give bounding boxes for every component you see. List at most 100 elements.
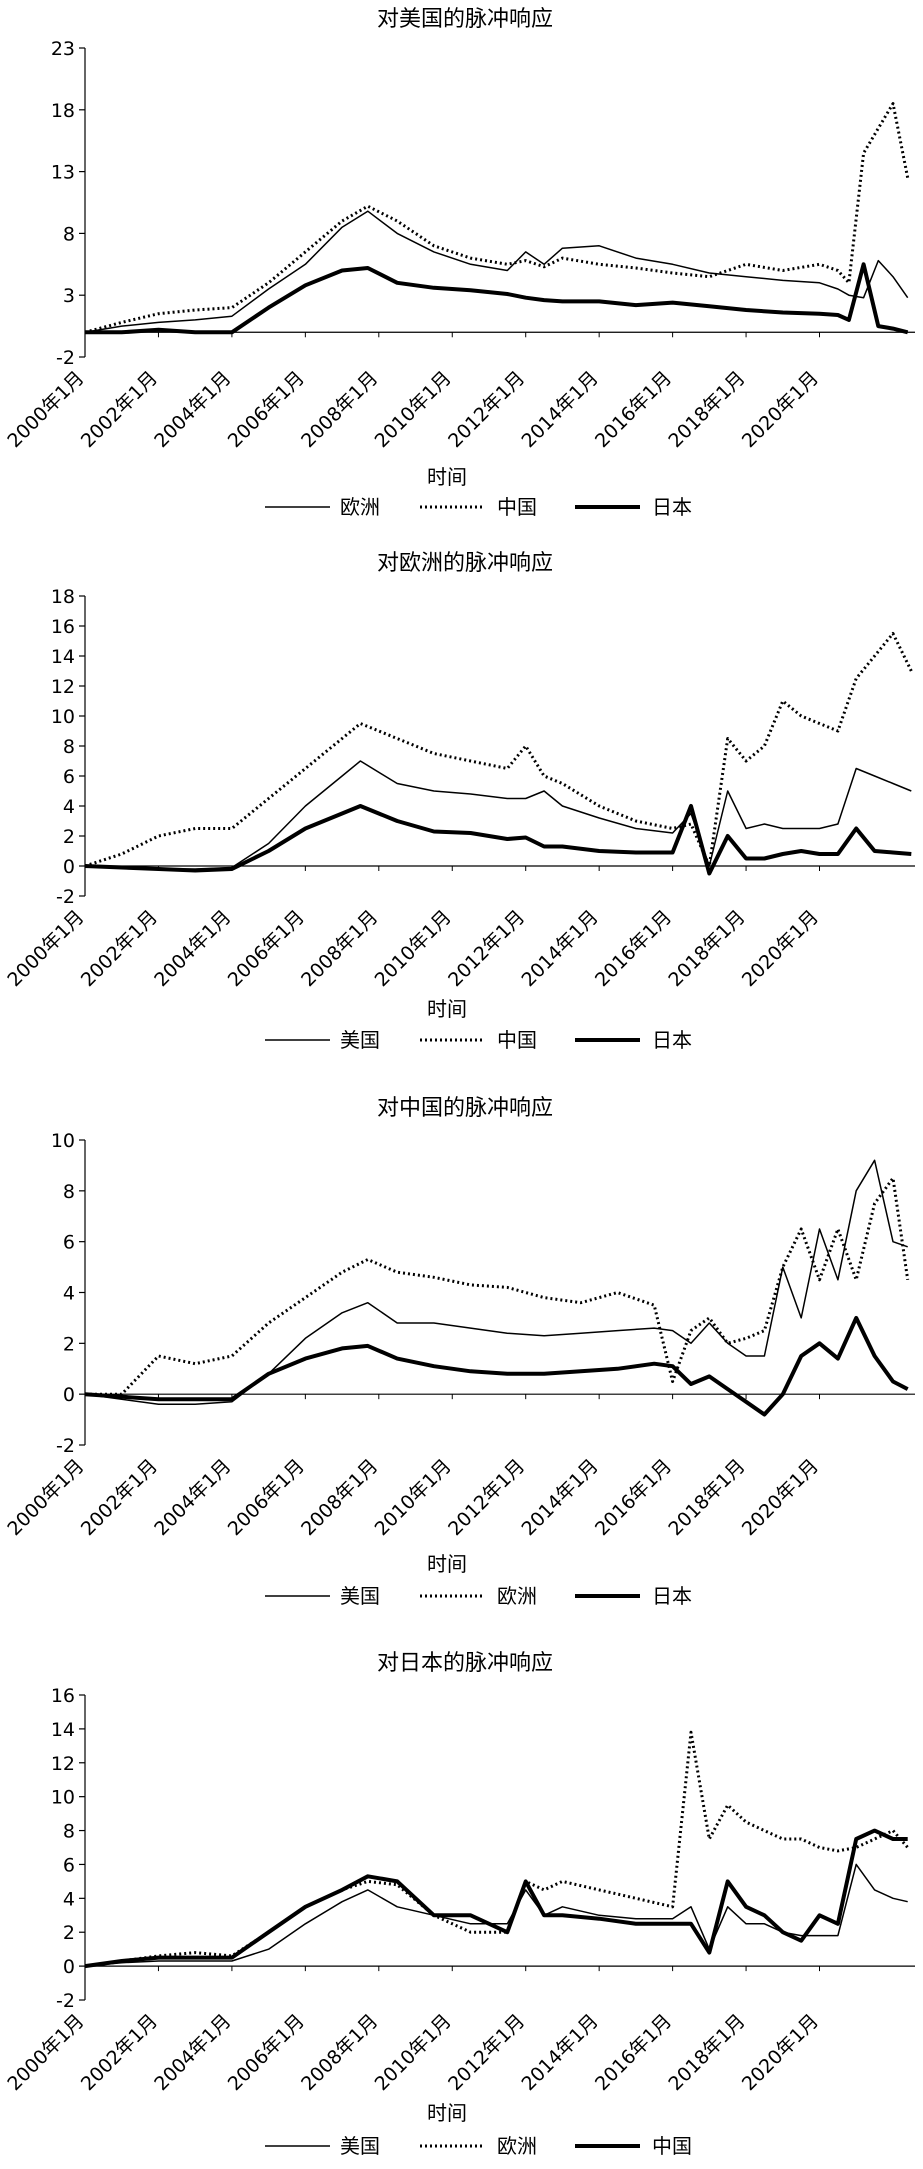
panel-japan: 对日本的脉冲响应 -202468101214162000年1月2002年1月20… <box>3 1651 915 2158</box>
legend: 美国 欧洲 中国 <box>265 2134 692 2158</box>
chart-title: 对日本的脉冲响应 <box>377 1651 553 1676</box>
x-tick-label: 2006年1月 <box>224 367 309 452</box>
x-tick-label: 2000年1月 <box>3 906 88 991</box>
panel-us: 对美国的脉冲响应 -2 3 8 13 18 23 2000年1月2002年1月2004年1月… <box>3 7 915 519</box>
x-tick-label: 2020年1月 <box>738 1455 823 1540</box>
y-tick-label: 16 <box>51 1685 75 1707</box>
x-tick-label: 2012年1月 <box>444 906 529 991</box>
series-line-thick <box>84 804 912 876</box>
y-tick-label: 4 <box>63 796 75 818</box>
x-tick-label: 2006年1月 <box>224 1455 309 1540</box>
legend-label: 中国 <box>497 1028 537 1052</box>
x-tick-label: 2018年1月 <box>664 2010 749 2095</box>
x-axis-label: 时间 <box>427 1552 467 1576</box>
chart-title: 对中国的脉冲响应 <box>377 1096 553 1121</box>
x-tick-label: 2004年1月 <box>150 2010 235 2095</box>
x-tick-label: 2006年1月 <box>224 906 309 991</box>
chart-title: 对欧洲的脉冲响应 <box>377 551 553 576</box>
x-tick-label: 2014年1月 <box>518 1455 603 1540</box>
y-tick-label: 6 <box>63 1854 75 1876</box>
x-tick-label: 2004年1月 <box>150 367 235 452</box>
y-tick-label: 18 <box>51 586 75 608</box>
x-tick-label: 2000年1月 <box>3 2010 88 2095</box>
chart-title: 对美国的脉冲响应 <box>377 7 553 32</box>
y-tick-label: -2 <box>56 1990 75 2012</box>
series-line-thick <box>84 1828 908 1969</box>
x-tick-label: 2020年1月 <box>738 2010 823 2095</box>
legend-label: 中国 <box>497 495 537 519</box>
series-line-thin <box>84 1863 908 1967</box>
x-tick-label: 2010年1月 <box>371 1455 456 1540</box>
y-tick-label: 6 <box>63 1232 75 1254</box>
y-tick-label: 14 <box>51 1719 75 1741</box>
y-tick-label: 10 <box>51 1130 75 1152</box>
y-tick-label: -2 <box>56 1435 75 1457</box>
x-tick-label: 2000年1月 <box>3 1455 88 1540</box>
x-tick-label: 2020年1月 <box>738 906 823 991</box>
y-tick-label: 0 <box>63 1384 75 1406</box>
x-tick-label: 2016年1月 <box>591 1455 676 1540</box>
plot-area: -20246810121416182000年1月2002年1月2004年1月20… <box>3 586 915 991</box>
y-tick-label: 4 <box>63 1283 75 1305</box>
legend: 美国 欧洲 日本 <box>265 1584 692 1608</box>
x-tick-label: 2008年1月 <box>297 906 382 991</box>
x-axis-label: 时间 <box>427 2101 467 2125</box>
y-tick-label: 10 <box>51 706 75 728</box>
legend: 美国 中国 日本 <box>265 1028 692 1052</box>
x-tick-label: 2004年1月 <box>150 1455 235 1540</box>
x-axis-label: 时间 <box>427 465 467 489</box>
x-tick-label: 2010年1月 <box>371 906 456 991</box>
series-line-thin <box>84 760 912 870</box>
y-tick-label: 13 <box>51 162 75 184</box>
x-axis-label: 时间 <box>427 997 467 1021</box>
x-tick-label: 2020年1月 <box>738 367 823 452</box>
x-tick-label: 2006年1月 <box>224 2010 309 2095</box>
x-tick-label: 2016年1月 <box>591 906 676 991</box>
y-tick-label: 23 <box>51 38 75 60</box>
y-tick-label: 18 <box>51 100 75 122</box>
x-tick-label: 2002年1月 <box>77 367 162 452</box>
panel-europe: 对欧洲的脉冲响应 -2 0 2 4 6 8 10 12 14 16 18 2000年1月2002年1月… <box>3 551 915 1052</box>
y-tick-label: 12 <box>51 676 75 698</box>
series-line-dotted <box>84 102 910 334</box>
x-tick-label: 2010年1月 <box>371 2010 456 2095</box>
legend-label: 美国 <box>340 2134 380 2158</box>
series-line-dotted <box>84 1730 909 1968</box>
x-tick-label: 2014年1月 <box>518 367 603 452</box>
y-tick-label: 2 <box>63 1922 75 1944</box>
legend: 欧洲 中国 日本 <box>265 495 692 519</box>
legend-label: 日本 <box>652 495 692 519</box>
x-tick-label: 2000年1月 <box>3 367 88 452</box>
y-tick-label: 2 <box>63 1333 75 1355</box>
y-tick-label: 8 <box>63 736 75 758</box>
legend-label: 美国 <box>340 1584 380 1608</box>
y-tick-label: 10 <box>51 1787 75 1809</box>
x-tick-label: 2008年1月 <box>297 367 382 452</box>
y-tick-label: -2 <box>56 886 75 908</box>
series-line-thick <box>84 1315 909 1417</box>
x-tick-label: 2012年1月 <box>444 1455 529 1540</box>
y-tick-label: 8 <box>63 223 75 245</box>
plot-area: -2381318232000年1月2002年1月2004年1月2006年1月20… <box>3 38 915 452</box>
x-tick-label: 2014年1月 <box>518 2010 603 2095</box>
legend-label: 日本 <box>652 1584 692 1608</box>
x-tick-label: 2008年1月 <box>297 1455 382 1540</box>
legend-label: 日本 <box>652 1028 692 1052</box>
series-line-thin <box>84 1159 908 1406</box>
x-tick-label: 2012年1月 <box>444 2010 529 2095</box>
y-tick-label: 16 <box>51 616 75 638</box>
y-tick-label: 4 <box>63 1888 75 1910</box>
series-line-dotted <box>85 1176 910 1396</box>
x-tick-label: 2010年1月 <box>371 367 456 452</box>
y-tick-label: -2 <box>56 347 75 369</box>
y-tick-label: 8 <box>63 1821 75 1843</box>
legend-label: 美国 <box>340 1028 380 1052</box>
series-line-thin <box>84 210 909 334</box>
x-tick-label: 2002年1月 <box>77 906 162 991</box>
y-tick-label: 12 <box>51 1753 75 1775</box>
y-tick-label: 3 <box>63 285 75 307</box>
x-tick-label: 2016年1月 <box>591 2010 676 2095</box>
panel-china: 对中国的脉冲响应 -202468102000年1月2002年1月2004年1月2… <box>3 1096 915 1608</box>
